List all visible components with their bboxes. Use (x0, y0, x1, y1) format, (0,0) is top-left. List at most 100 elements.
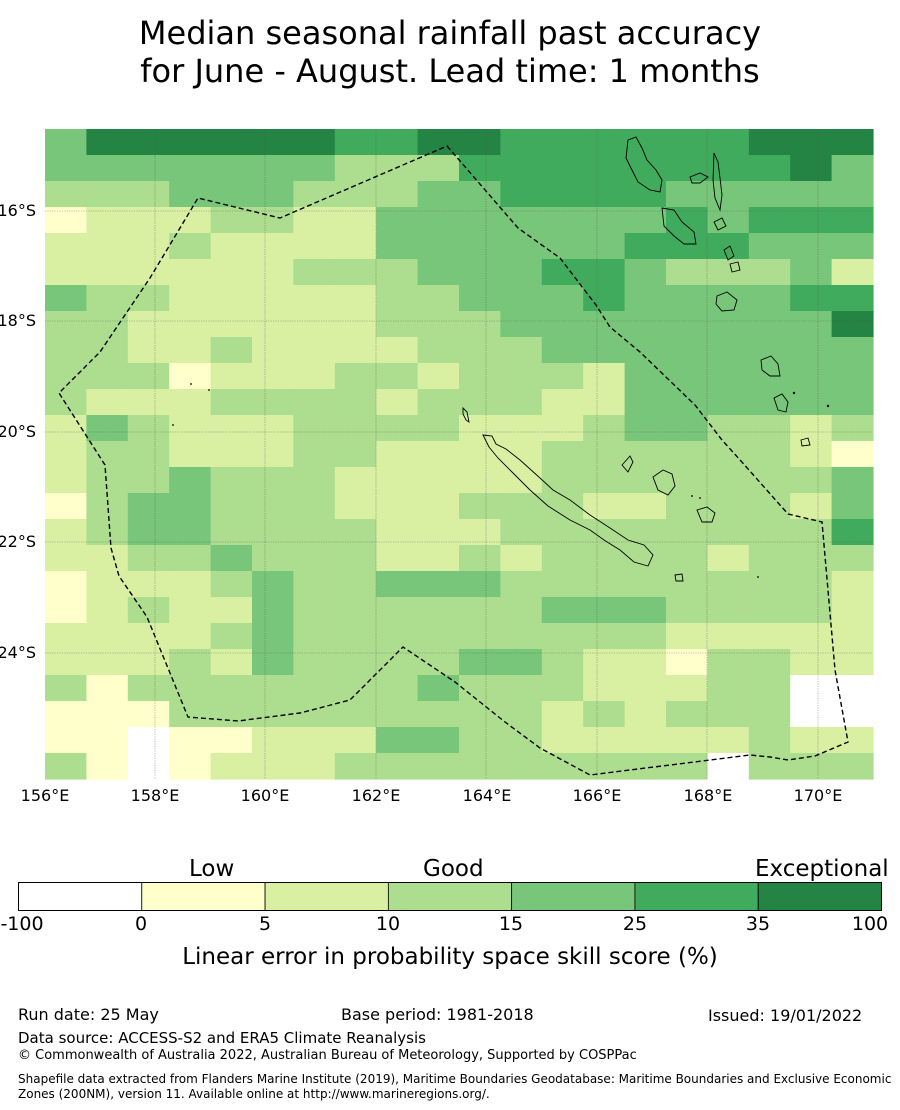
grid-cell (417, 753, 460, 780)
grid-cell (583, 129, 626, 156)
grid-cell (624, 597, 667, 624)
ambae-island (689, 172, 709, 184)
grid-cell (417, 675, 460, 702)
grid-cell (500, 623, 543, 650)
grid-cell (500, 181, 543, 208)
grid-cell (541, 753, 584, 780)
grid-cell (459, 259, 501, 286)
grid-cell (831, 467, 874, 494)
grid-cell (624, 649, 667, 676)
grid-cell (127, 519, 170, 546)
grid-cell (127, 623, 170, 650)
grid-cell (666, 701, 708, 728)
grid-cell (127, 545, 170, 572)
lon-label-164e: 164°E (462, 786, 512, 805)
grid-cell (417, 207, 460, 234)
grid-cell (127, 701, 170, 728)
grid-cell (831, 233, 874, 260)
grid-cell (293, 363, 336, 390)
grid-cell (210, 181, 253, 208)
colorbar-tick-15: 15 (498, 913, 524, 935)
grid-cell (45, 285, 87, 312)
grid-cell (790, 441, 833, 468)
grid-cell (500, 727, 543, 754)
grid-cell (210, 415, 253, 442)
grid-cell (790, 753, 833, 780)
grid-cell (541, 155, 584, 182)
grid-cell (376, 259, 419, 286)
grid-cell (127, 129, 170, 156)
grid-cell (86, 519, 129, 546)
grid-cell (334, 493, 377, 520)
grid-cell (293, 441, 336, 468)
grid-cell (583, 207, 626, 234)
grid-cell (210, 129, 253, 156)
grid-cell (541, 389, 584, 416)
grid-cell (748, 129, 791, 156)
grid-cell (748, 545, 791, 572)
grid-cell (210, 701, 253, 728)
grid-cell (583, 467, 626, 494)
grid-cell (127, 675, 170, 702)
grid-cell (210, 389, 253, 416)
grid-cell (748, 701, 791, 728)
grid-cell (707, 155, 750, 182)
grid-cell (500, 207, 543, 234)
grid-cell (459, 389, 501, 416)
grid-cell (707, 727, 750, 754)
grid-cell (45, 207, 87, 234)
grid-cell (86, 493, 129, 520)
grid-cell (790, 545, 833, 572)
grid-cell (210, 519, 253, 546)
grid-cell (127, 467, 170, 494)
grid-cell (624, 727, 667, 754)
grid-cell (666, 441, 708, 468)
grid-cell (541, 337, 584, 364)
grid-cell (707, 363, 750, 390)
grid-cell (541, 233, 584, 260)
grid-cell (293, 259, 336, 286)
grid-cell (459, 233, 501, 260)
tiny-islets (172, 383, 830, 578)
grid-cell (210, 545, 253, 572)
colorbar-tick-minus100: -100 (0, 913, 44, 935)
tanna-island (773, 393, 789, 413)
grid-cell (624, 233, 667, 260)
grid-cell (500, 155, 543, 182)
grid-cell (293, 467, 336, 494)
efate-island (715, 291, 738, 312)
colorbar-tick-100: 100 (851, 913, 889, 935)
grid-cell (86, 649, 129, 676)
grid-cell (624, 389, 667, 416)
grid-cell (169, 571, 212, 598)
grid-cell (45, 415, 87, 442)
grid-cell (500, 441, 543, 468)
lat-label-18s: 18°S (0, 311, 36, 330)
grid-cell (376, 311, 419, 338)
grid-cell (293, 233, 336, 260)
grid-cell (376, 701, 419, 728)
grid-cell (252, 571, 294, 598)
grid-cell (831, 545, 874, 572)
grid-cell (790, 727, 833, 754)
grid-cell (169, 649, 212, 676)
new-caledonia-island (482, 434, 654, 567)
grid-cell (666, 155, 708, 182)
grid-cell (169, 207, 212, 234)
grid-cell (666, 363, 708, 390)
grid-cell (666, 311, 708, 338)
grid-cell (500, 129, 543, 156)
grid-cell (831, 441, 874, 468)
grid-cell (790, 259, 833, 286)
colorbar-title: Linear error in probability space skill … (182, 944, 718, 970)
grid-cell (127, 285, 170, 312)
grid-cell (541, 727, 584, 754)
grid-cell (376, 337, 419, 364)
grid-cell (45, 519, 87, 546)
grid-cell (583, 519, 626, 546)
grid-cell (790, 415, 833, 442)
grid-cell (666, 727, 708, 754)
grid-cell (169, 129, 212, 156)
grid-cell (748, 493, 791, 520)
grid-cell (86, 441, 129, 468)
